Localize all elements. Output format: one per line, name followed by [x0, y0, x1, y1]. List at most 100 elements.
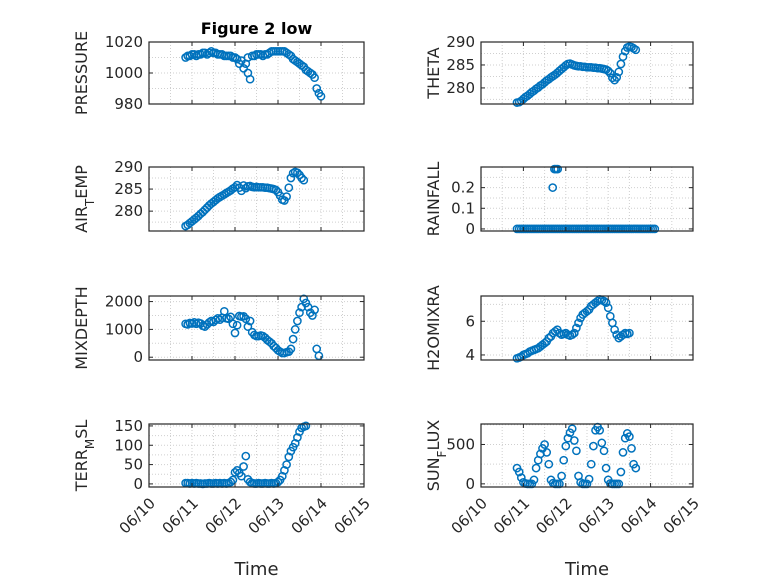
data-point — [293, 168, 302, 178]
data-point — [310, 305, 319, 315]
x-tick-label: 06/14 — [288, 494, 331, 537]
data-point — [529, 475, 539, 485]
data-point — [631, 463, 641, 473]
data-point — [608, 73, 617, 83]
axes-box — [148, 166, 365, 232]
data-point — [265, 337, 274, 346]
data-point — [245, 74, 255, 84]
data-point — [612, 73, 622, 82]
data-point — [282, 460, 291, 469]
data-point — [232, 54, 242, 64]
y-tick-label: 0.2 — [451, 179, 475, 197]
data-point — [288, 334, 298, 344]
terr_msl-series — [181, 421, 311, 489]
subplot-air_temp: 280 285 290 AIRTEMP — [72, 158, 365, 233]
data-point — [224, 314, 233, 324]
subplot-mixdepth: 0 1000 2000 MIXDEPTH — [72, 286, 365, 370]
y-tick-label: 980 — [114, 95, 143, 113]
data-point — [625, 328, 634, 338]
data-point — [593, 296, 602, 306]
data-point — [282, 192, 291, 201]
data-point — [312, 84, 322, 93]
data-point — [574, 318, 583, 328]
data-point — [286, 344, 296, 354]
data-point — [239, 63, 248, 73]
air_temp-series — [181, 167, 309, 231]
data-point — [569, 436, 579, 445]
data-point — [561, 441, 571, 451]
data-point — [567, 330, 577, 340]
grid-lines — [481, 296, 693, 360]
data-point — [523, 348, 532, 358]
y-tick-label: 0 — [465, 475, 475, 493]
y-tick-label: 0 — [465, 220, 475, 238]
data-point — [314, 351, 324, 361]
data-point — [200, 205, 210, 215]
data-point — [232, 320, 242, 330]
mixdepth-series — [181, 294, 324, 361]
y-tick-label: 0 — [133, 475, 143, 493]
y-tick-label: 4 — [465, 346, 475, 364]
data-point — [286, 173, 296, 183]
data-point — [542, 448, 552, 457]
data-point — [586, 459, 596, 469]
axes-box — [148, 295, 365, 361]
axes-box — [480, 166, 694, 232]
y-tick-label: 0 — [133, 348, 143, 366]
data-point — [620, 433, 630, 443]
y-axis-label: TERRMSL — [72, 420, 97, 493]
data-point — [228, 475, 238, 485]
y-tick-label: 285 — [446, 56, 475, 74]
data-point — [567, 424, 577, 434]
data-point — [310, 73, 319, 83]
x-tick-label: 06/14 — [617, 494, 660, 537]
data-point — [241, 314, 251, 324]
data-point — [555, 328, 564, 338]
data-point — [572, 446, 581, 456]
x-tick-label: 06/15 — [331, 494, 374, 537]
y-axis-label: MIXDEPTH — [72, 286, 91, 369]
data-point — [625, 432, 634, 441]
data-point — [559, 455, 569, 465]
data-point — [271, 185, 281, 195]
data-point — [299, 175, 309, 185]
theta-series — [512, 42, 641, 107]
data-point — [230, 182, 240, 192]
data-point — [297, 173, 306, 183]
data-point — [618, 52, 628, 62]
data-point — [228, 319, 238, 329]
y-axis-label: H2OMIXRA — [424, 285, 443, 371]
data-point — [631, 45, 641, 55]
y-axis-label: RAINFALL — [424, 162, 443, 237]
y-tick-label: 1000 — [105, 320, 143, 338]
x-tick-label: 06/13 — [245, 494, 288, 537]
x-tick-label: 06/10 — [116, 494, 159, 537]
data-point — [618, 448, 628, 457]
data-point — [198, 207, 208, 217]
subplot-rainfall: 0 0.1 0.2 RAINFALL — [424, 162, 694, 238]
data-point — [601, 463, 611, 473]
y-tick-label: 6 — [465, 312, 475, 330]
y-tick-label: 280 — [114, 202, 143, 220]
y-tick-label: 285 — [114, 180, 143, 198]
y-tick-label: 0.1 — [451, 199, 475, 217]
data-point — [601, 298, 611, 308]
h2omixra-series — [512, 295, 634, 363]
grid-lines — [149, 42, 364, 104]
data-point — [595, 425, 605, 435]
data-point — [293, 316, 302, 326]
figure-title: Figure 2 low — [201, 19, 313, 38]
data-point — [589, 441, 598, 451]
y-axis-label: AIRTEMP — [72, 165, 97, 233]
data-point — [569, 328, 579, 338]
y-tick-label: 50 — [124, 456, 143, 474]
y-tick-label: 100 — [114, 436, 143, 454]
data-point — [610, 325, 619, 335]
data-point — [284, 50, 294, 59]
y-tick-label: 500 — [446, 435, 475, 453]
data-point — [230, 467, 240, 477]
data-point — [290, 325, 300, 334]
